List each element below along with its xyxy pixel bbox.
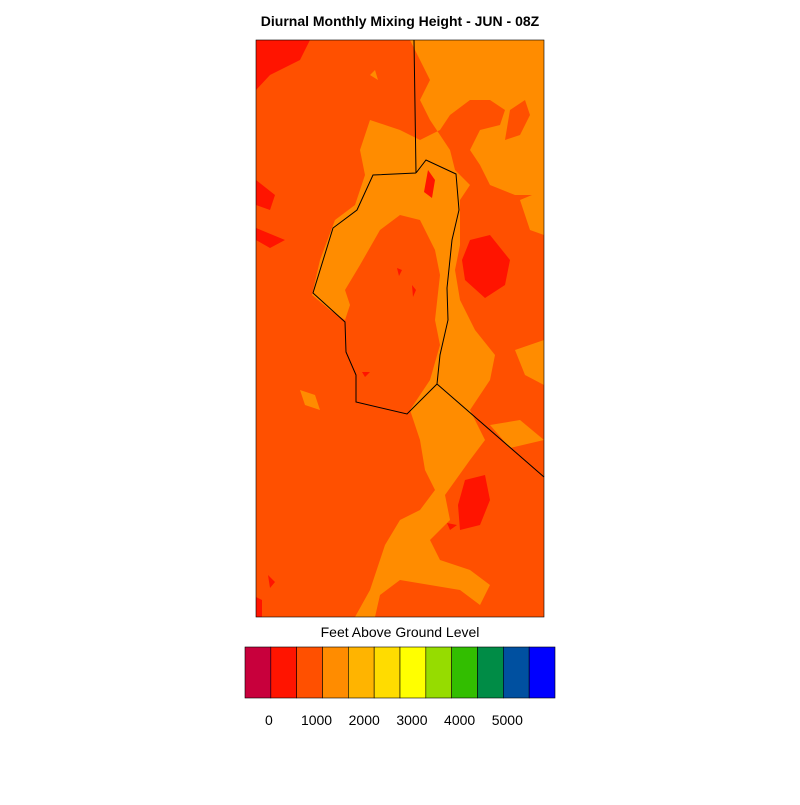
colorbar-tick-label: 3000 bbox=[396, 712, 427, 728]
contour-fill bbox=[256, 40, 310, 90]
colorbar-tick-label: 2000 bbox=[349, 712, 380, 728]
colorbar-box bbox=[296, 646, 323, 699]
colorbar-box bbox=[528, 646, 556, 699]
contour-fill bbox=[505, 100, 530, 140]
colorbar-label: Feet Above Ground Level bbox=[321, 624, 480, 640]
colorbar-tick-label: 0 bbox=[265, 712, 273, 728]
map-frame bbox=[255, 39, 545, 618]
colorbar-box bbox=[477, 646, 504, 699]
map bbox=[255, 39, 545, 618]
colorbar-box bbox=[244, 646, 272, 699]
colorbar-box bbox=[425, 646, 452, 699]
title: Diurnal Monthly Mixing Height - JUN - 08… bbox=[261, 13, 540, 29]
colorbar-box bbox=[270, 646, 297, 699]
colorbar-box bbox=[322, 646, 349, 699]
contour-fill bbox=[424, 170, 510, 530]
colorbar-tick-label: 5000 bbox=[492, 712, 523, 728]
contour-fill bbox=[312, 40, 544, 617]
colorbar-box bbox=[451, 646, 478, 699]
colorbar-box bbox=[399, 646, 427, 699]
boundary-line bbox=[312, 39, 545, 478]
colorbar-box bbox=[503, 646, 530, 699]
colorbar: 0 1000 2000 3000 4000 5000 bbox=[244, 646, 556, 728]
colorbar-box bbox=[348, 646, 375, 699]
colorbar-tick-label: 1000 bbox=[301, 712, 332, 728]
colorbar-tick-label: 4000 bbox=[444, 712, 475, 728]
colorbar-box bbox=[373, 646, 401, 699]
contour-fill bbox=[256, 180, 285, 248]
